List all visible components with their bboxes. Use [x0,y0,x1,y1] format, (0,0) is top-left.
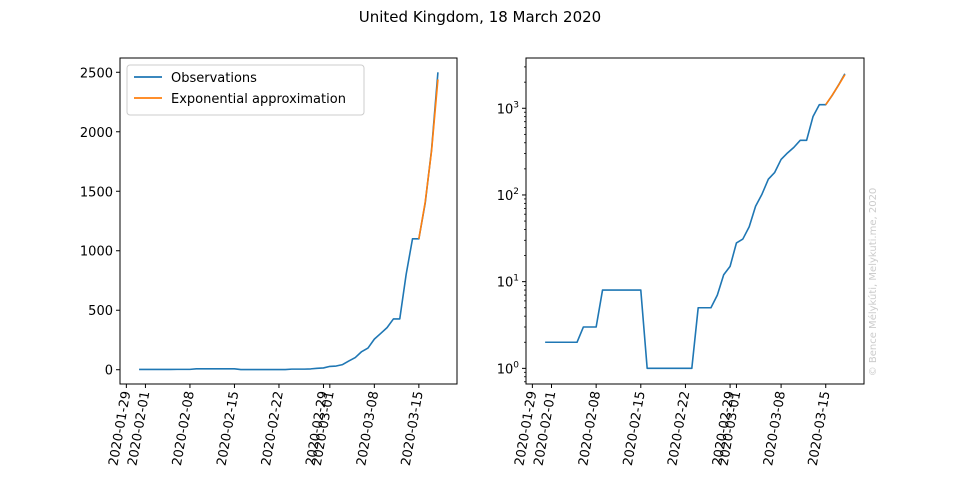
series-line-approximation [825,74,846,106]
legend-box [126,64,365,116]
y-tick-label: 1000 [80,245,113,260]
y-tick-label: 0 [105,364,113,379]
figure-title: United Kingdom, 18 March 2020 [359,8,601,26]
y-tick-label: 2000 [80,126,113,141]
legend-label: Observations [171,71,257,86]
y-tick-label: 500 [88,304,113,319]
copyright-watermark: © Bence Mélykúti, Melykuti.me, 2020 [867,188,879,377]
series-line-approximation [418,79,439,239]
series-line-observations [139,72,439,371]
y-tick-label: 100 [497,360,520,377]
series-line-observations [545,73,846,370]
y-tick-label: 101 [497,274,519,291]
y-tick-label: 103 [497,100,519,117]
y-tick-label: 102 [497,187,519,204]
y-tick-label: 1500 [80,185,113,200]
y-tick-label: 2500 [80,66,113,81]
plot-frame [119,57,458,385]
legend-label: Exponential approximation [171,92,346,107]
